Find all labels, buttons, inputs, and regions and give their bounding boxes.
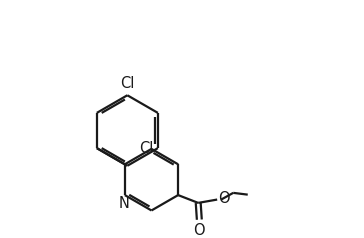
Text: N: N [118, 196, 129, 211]
Text: Cl: Cl [139, 141, 154, 156]
Text: O: O [218, 191, 230, 206]
Text: Cl: Cl [120, 76, 135, 91]
Text: O: O [194, 223, 205, 238]
